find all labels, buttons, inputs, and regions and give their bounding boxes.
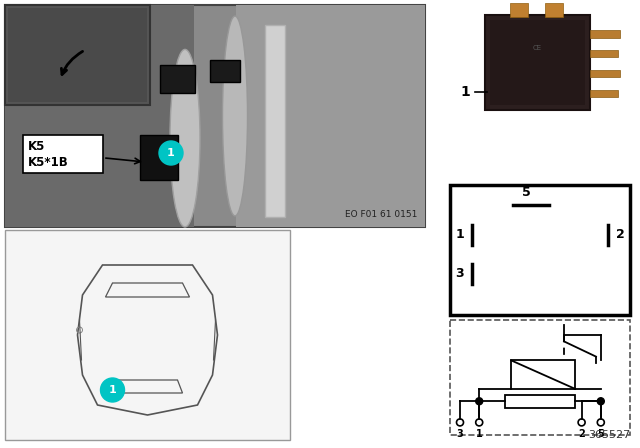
Text: 3: 3: [456, 429, 463, 439]
Text: 365527: 365527: [588, 430, 630, 440]
Bar: [210, 60, 240, 82]
Bar: [5, 5, 150, 105]
Bar: [5, 5, 194, 227]
Bar: [160, 65, 195, 93]
Bar: [450, 320, 630, 435]
Bar: [485, 15, 590, 110]
Bar: [5, 230, 290, 440]
Bar: [450, 5, 630, 180]
Circle shape: [597, 398, 604, 405]
Ellipse shape: [170, 49, 200, 227]
Text: K5*1B: K5*1B: [28, 156, 68, 169]
Bar: [505, 395, 575, 408]
Bar: [265, 25, 285, 217]
Bar: [236, 5, 425, 227]
Bar: [140, 135, 178, 180]
Bar: [490, 20, 585, 105]
Bar: [590, 90, 618, 97]
Bar: [511, 360, 575, 389]
Circle shape: [100, 378, 125, 402]
Text: 1: 1: [109, 385, 116, 395]
Bar: [510, 3, 528, 17]
Bar: [590, 30, 620, 38]
Text: 5: 5: [522, 186, 531, 199]
Bar: [590, 50, 618, 57]
Text: 2: 2: [578, 429, 585, 439]
Circle shape: [476, 398, 483, 405]
Bar: [23, 135, 103, 173]
Bar: [8, 8, 147, 102]
Text: 5: 5: [597, 429, 604, 439]
Circle shape: [159, 141, 183, 165]
Text: 1: 1: [476, 429, 483, 439]
Text: 1: 1: [167, 148, 175, 158]
Bar: [5, 5, 425, 227]
Text: 1: 1: [460, 86, 470, 99]
Text: CE: CE: [533, 45, 542, 51]
Text: 3: 3: [456, 267, 464, 280]
Text: K5: K5: [28, 141, 45, 154]
Ellipse shape: [223, 16, 248, 216]
Bar: [545, 3, 563, 17]
Bar: [590, 70, 620, 77]
Text: EO F01 61 0151: EO F01 61 0151: [344, 210, 417, 219]
Text: 2: 2: [616, 228, 625, 241]
Bar: [450, 185, 630, 315]
Text: 1: 1: [456, 228, 465, 241]
